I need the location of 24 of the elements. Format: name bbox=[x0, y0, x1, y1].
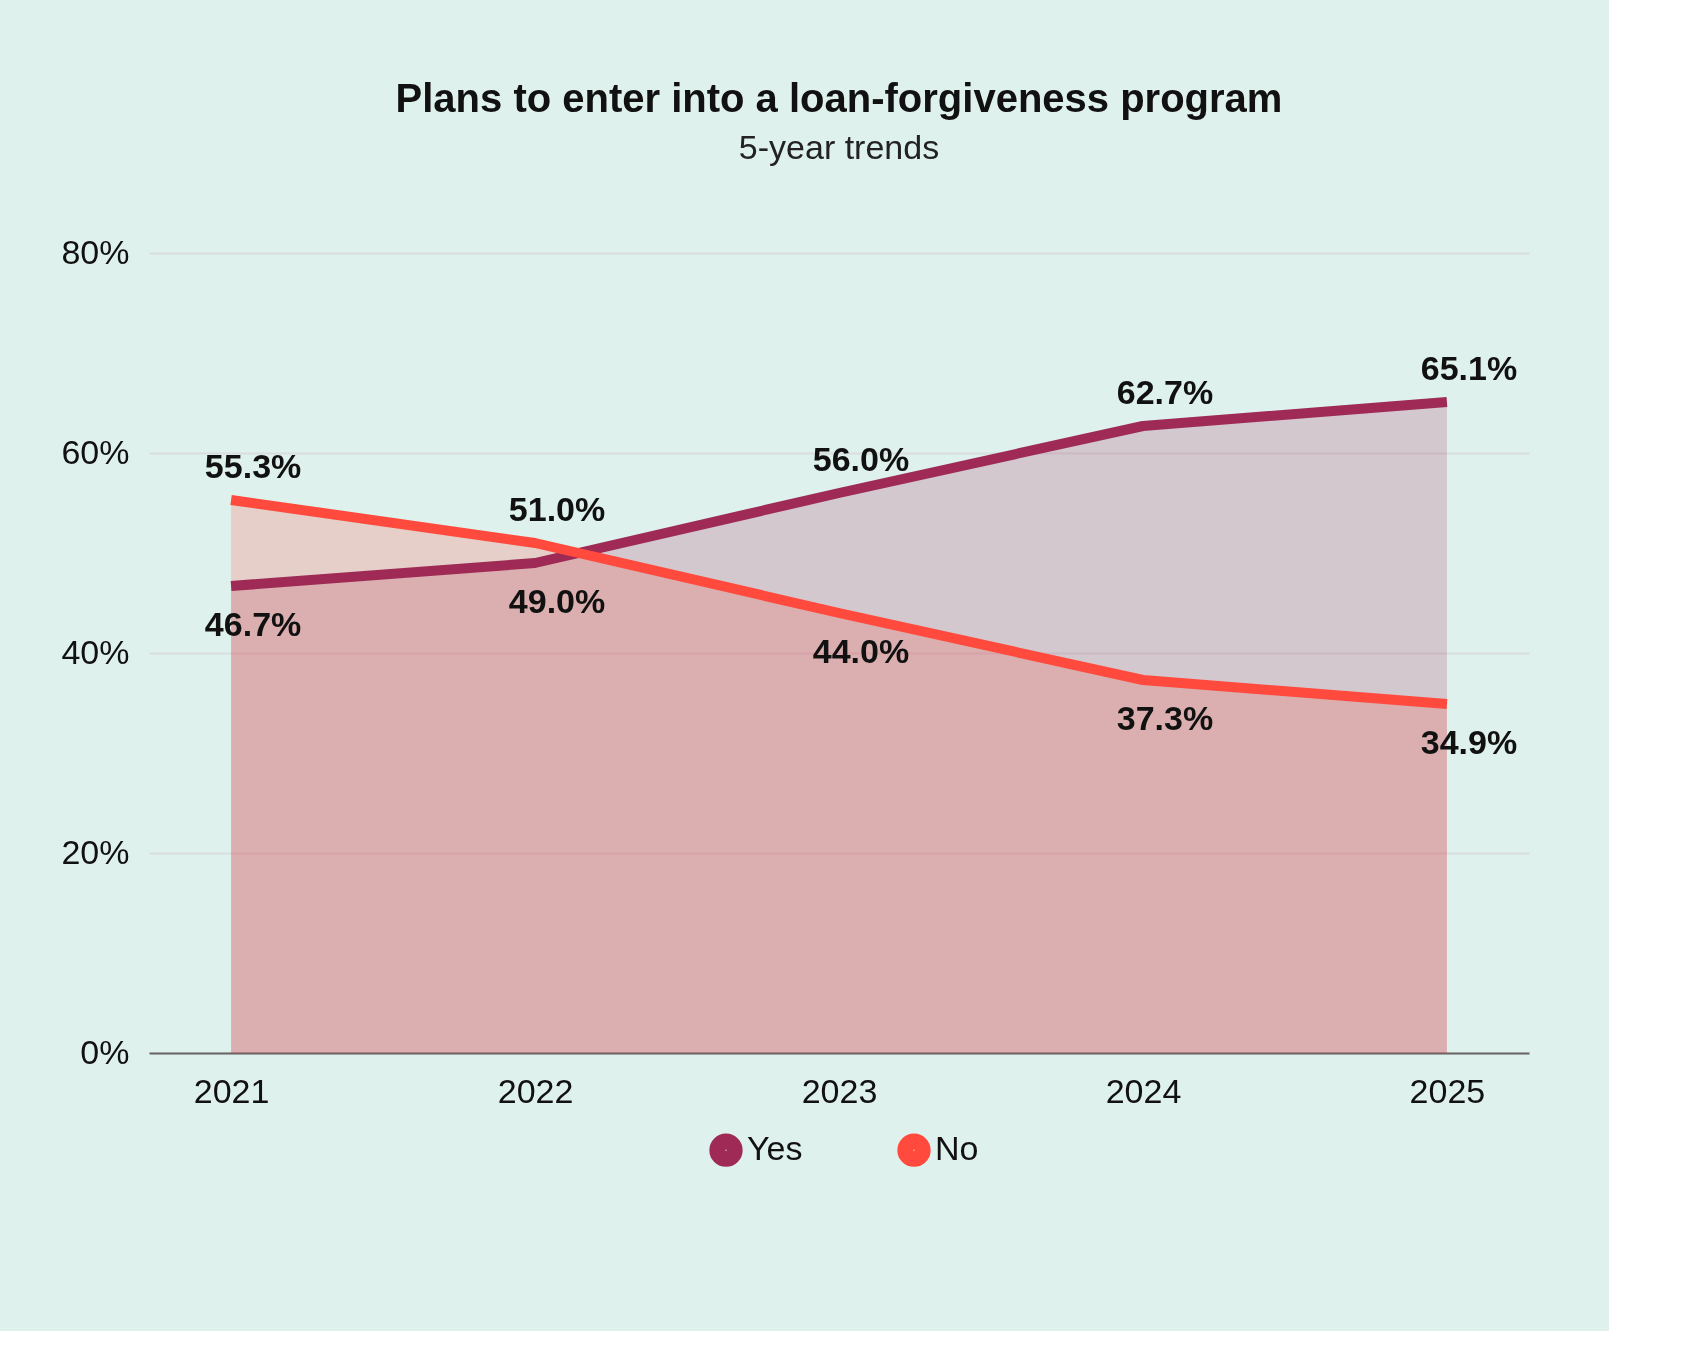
y-tick-label: 0% bbox=[80, 1032, 130, 1071]
data-label: 55.3% bbox=[204, 447, 302, 485]
x-tick-label: 2023 bbox=[801, 1071, 878, 1110]
data-label: 49.0% bbox=[508, 582, 606, 620]
y-tick-label: 80% bbox=[61, 232, 130, 271]
x-tick-label: 2022 bbox=[497, 1071, 574, 1110]
data-label: 51.0% bbox=[508, 490, 606, 528]
y-tick-label: 40% bbox=[61, 632, 130, 671]
data-label: 37.3% bbox=[1116, 699, 1214, 737]
y-tick-label: 20% bbox=[61, 832, 130, 871]
data-label: 46.7% bbox=[204, 605, 302, 643]
data-label: 62.7% bbox=[1116, 373, 1214, 411]
legend-label: No bbox=[935, 1129, 979, 1168]
chart-title: Plans to enter into a loan-forgiveness program bbox=[395, 76, 1283, 120]
data-label: 65.1% bbox=[1420, 349, 1518, 387]
data-label: 34.9% bbox=[1420, 723, 1518, 761]
data-label: 44.0% bbox=[812, 632, 910, 670]
legend-label: Yes bbox=[747, 1129, 803, 1168]
chart-subtitle: 5-year trends bbox=[738, 128, 940, 166]
x-tick-label: 2024 bbox=[1105, 1071, 1182, 1110]
data-label: 56.0% bbox=[812, 440, 910, 478]
y-tick-label: 60% bbox=[61, 432, 130, 471]
x-tick-label: 2021 bbox=[193, 1071, 270, 1110]
x-tick-label: 2025 bbox=[1409, 1071, 1486, 1110]
